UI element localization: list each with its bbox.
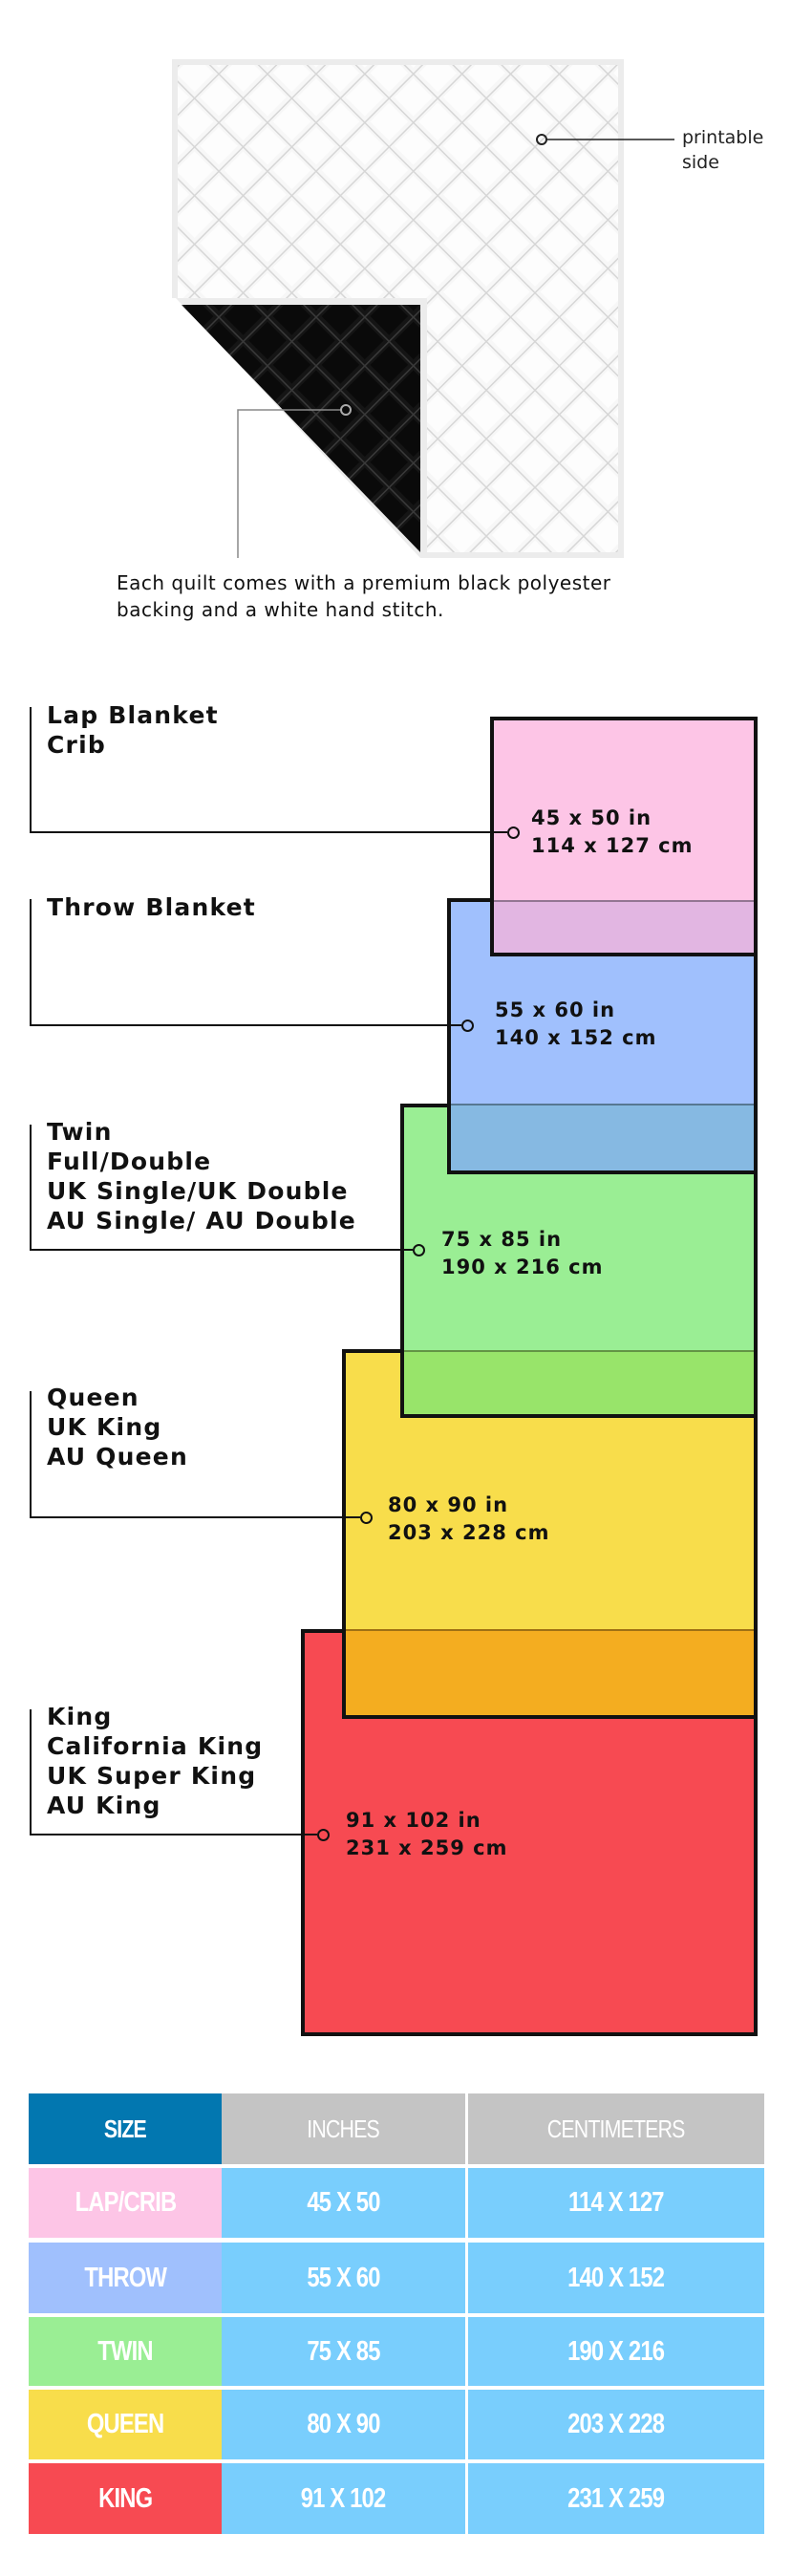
size-name: Crib (47, 731, 106, 759)
dimension-inches: 75 x 85 in (441, 1228, 563, 1251)
king-dimensions: 91 x 102 in 231 x 259 cm (346, 1807, 507, 1862)
inches-cell: 45 X 50 (222, 2168, 465, 2238)
twin-dimensions: 75 x 85 in 190 x 216 cm (441, 1226, 603, 1281)
twin-marker-dot (413, 1244, 425, 1256)
quilt-illustration (172, 59, 674, 558)
dimension-inches: 80 x 90 in (388, 1493, 509, 1516)
size-cell: KING (29, 2463, 222, 2534)
size-name: Lap Blanket (47, 701, 219, 729)
dimension-inches: 55 x 60 in (495, 998, 616, 1021)
queen-dimensions: 80 x 90 in 203 x 228 cm (388, 1492, 549, 1547)
cm-cell: 114 X 127 (468, 2168, 764, 2238)
size-name: UK Single/UK Double (47, 1177, 349, 1205)
cm-cell: 231 X 259 (468, 2463, 764, 2534)
throw-marker-dot (461, 1020, 474, 1032)
throw-leader-line (30, 899, 32, 1026)
size-name: UK King (47, 1413, 162, 1441)
size-name: AU Single/ AU Double (47, 1207, 356, 1234)
size-name: Throw Blanket (47, 893, 256, 921)
table-header-size: SIZE (29, 2093, 222, 2164)
twin-size-label: Twin Full/Double UK Single/UK Double AU … (47, 1117, 356, 1235)
king-marker-dot (317, 1829, 330, 1841)
throw-twin-overlap (451, 1104, 754, 1170)
throw-size-label: Throw Blanket (47, 892, 256, 922)
twin-queen-overlap (404, 1350, 754, 1414)
queen-size-label: Queen UK King AU Queen (47, 1383, 188, 1471)
quilt-backing-flap (176, 298, 427, 558)
king-leader-line (30, 1709, 32, 1835)
table-header-inches: INCHES (222, 2093, 465, 2164)
caption-line: Each quilt comes with a premium black po… (117, 571, 611, 594)
printable-side-callout (536, 134, 674, 145)
queen-leader-line (30, 1391, 32, 1518)
inches-cell: 91 X 102 (222, 2463, 465, 2534)
printable-label-line: side (682, 152, 719, 173)
size-cell: THROW (29, 2243, 222, 2313)
size-cell: TWIN (29, 2317, 222, 2386)
size-name: King (47, 1703, 113, 1730)
dimension-inches: 45 x 50 in (531, 806, 652, 829)
queen-marker-dot (360, 1512, 373, 1524)
lap-size-label: Lap Blanket Crib (47, 700, 219, 760)
lap-leader-line (30, 707, 32, 833)
dimension-cm: 203 x 228 cm (388, 1521, 550, 1544)
cm-cell: 140 X 152 (468, 2243, 764, 2313)
lap-leader-line (30, 831, 507, 833)
dimension-cm: 190 x 216 cm (441, 1256, 604, 1278)
twin-leader-line (30, 1125, 32, 1251)
size-name: AU King (47, 1792, 161, 1819)
cm-cell: 203 X 228 (468, 2390, 764, 2459)
throw-leader-line (30, 1024, 461, 1026)
size-cell: QUEEN (29, 2390, 222, 2459)
lap-dimensions: 45 x 50 in 114 x 127 cm (531, 805, 693, 860)
size-name: Full/Double (47, 1148, 212, 1175)
dimension-cm: 140 x 152 cm (495, 1026, 657, 1049)
printable-side-label: printable side (682, 125, 763, 175)
table-header-centimeters: CENTIMETERS (468, 2093, 764, 2164)
lap-marker-dot (507, 826, 520, 839)
twin-leader-line (30, 1249, 413, 1251)
lap-throw-overlap (494, 900, 754, 953)
dimension-cm: 114 x 127 cm (531, 834, 694, 857)
size-name: Twin (47, 1118, 113, 1146)
caption-line: backing and a white hand stitch. (117, 598, 444, 621)
size-name: AU Queen (47, 1443, 188, 1470)
king-size-label: King California King UK Super King AU Ki… (47, 1702, 263, 1820)
inches-cell: 55 X 60 (222, 2243, 465, 2313)
throw-dimensions: 55 x 60 in 140 x 152 cm (495, 997, 656, 1052)
backing-callout (237, 404, 352, 558)
inches-cell: 75 X 85 (222, 2317, 465, 2386)
printable-label-line: printable (682, 127, 764, 148)
cm-cell: 190 X 216 (468, 2317, 764, 2386)
size-name: California King (47, 1732, 264, 1760)
size-cell: LAP/CRIB (29, 2168, 222, 2238)
queen-king-overlap (346, 1629, 754, 1715)
size-name: UK Super King (47, 1762, 257, 1790)
lap-size-rect (490, 717, 758, 956)
inches-cell: 80 X 90 (222, 2390, 465, 2459)
king-leader-line (30, 1834, 317, 1835)
dimension-cm: 231 x 259 cm (346, 1836, 508, 1859)
dimension-inches: 91 x 102 in (346, 1809, 481, 1832)
queen-leader-line (30, 1516, 360, 1518)
quilt-front (172, 59, 624, 558)
size-name: Queen (47, 1384, 139, 1411)
quilt-caption: Each quilt comes with a premium black po… (117, 569, 611, 623)
